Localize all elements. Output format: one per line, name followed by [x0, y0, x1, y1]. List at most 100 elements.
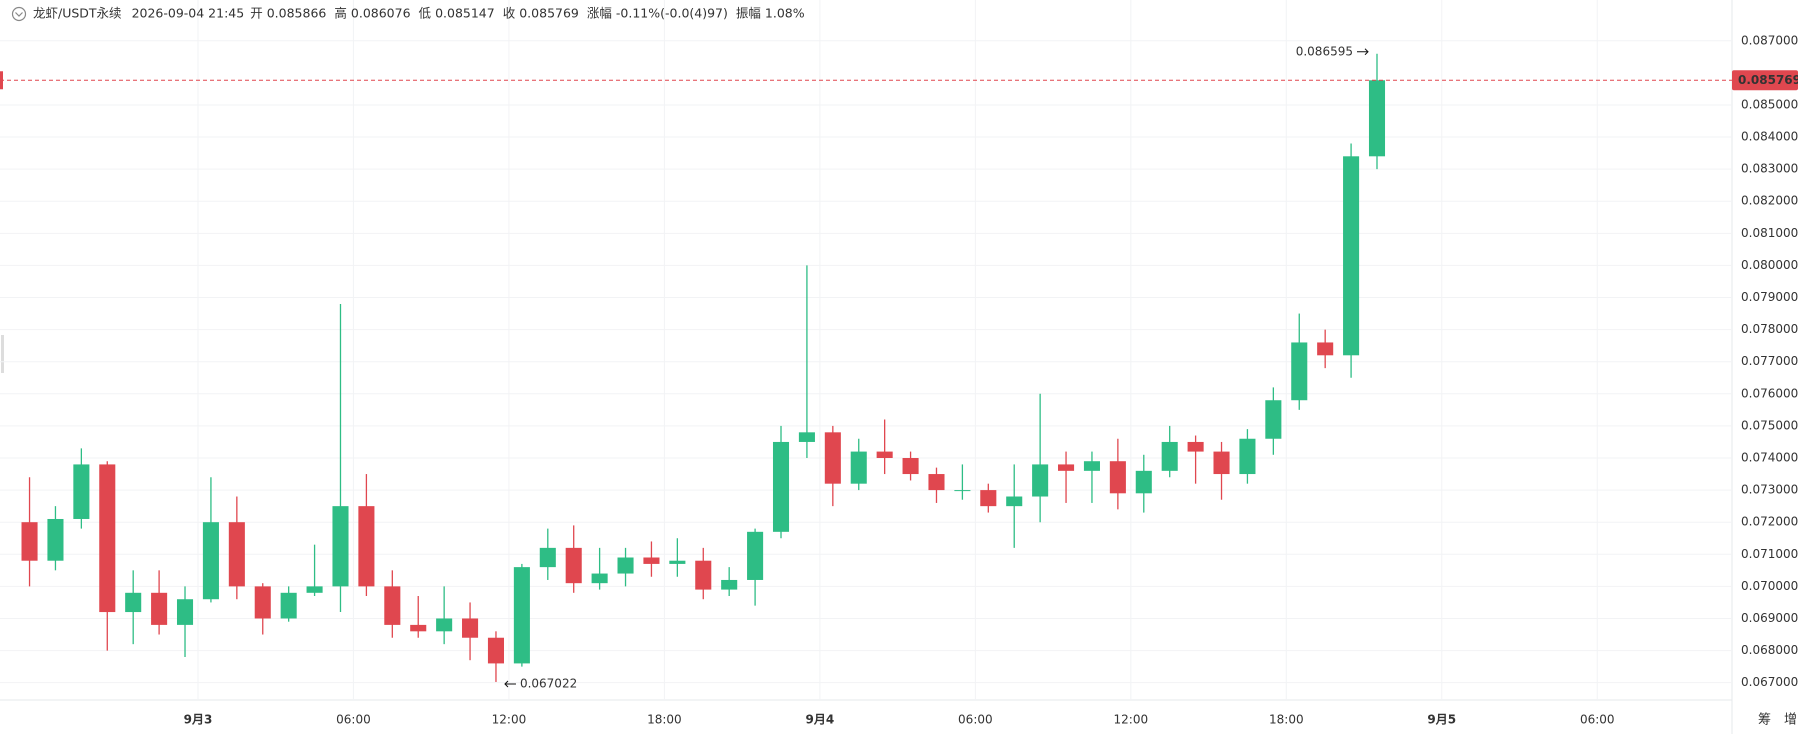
candle-body	[669, 560, 686, 564]
header-value: 0.085769	[519, 6, 579, 21]
header-label: 振幅	[736, 6, 761, 21]
candle-body	[1265, 400, 1282, 439]
corner-button[interactable]: 筹	[1758, 712, 1771, 728]
y-tick-label: 0.078000	[1741, 322, 1798, 336]
candle-body	[487, 637, 505, 664]
candle-body	[21, 522, 38, 561]
header-label: 低	[419, 6, 432, 21]
candle-body	[721, 579, 738, 590]
x-tick-label: 9月4	[806, 713, 835, 727]
candle-body	[73, 464, 90, 519]
x-tick-label: 9月3	[184, 713, 213, 727]
header-label: 高	[334, 6, 347, 21]
x-tick-label: 06:00	[958, 713, 993, 727]
candle-body	[280, 592, 297, 619]
candle-body	[1083, 461, 1100, 471]
scroll-handle[interactable]	[1, 335, 4, 373]
last-price-marker	[0, 71, 3, 90]
candle-body	[1058, 464, 1075, 471]
header-value: 0.086076	[351, 6, 411, 21]
candle-body	[824, 432, 841, 484]
high-marker-label: 0.086595	[1296, 44, 1353, 58]
candle-body	[1109, 461, 1126, 494]
y-tick-label: 0.070000	[1741, 579, 1798, 593]
candle-body	[47, 518, 64, 561]
candle-body	[151, 592, 168, 625]
candle-body	[358, 506, 375, 587]
collapse-icon-chevron	[15, 12, 23, 17]
candle-body	[1291, 342, 1308, 401]
y-tick-label: 0.076000	[1741, 386, 1798, 400]
header-time: 2026-09-04 21:45	[132, 6, 245, 21]
candle-body	[1135, 470, 1152, 494]
x-tick-label: 12:00	[1114, 713, 1149, 727]
candle-body	[591, 573, 608, 584]
candle-body	[1368, 80, 1386, 157]
candle-body	[1317, 342, 1334, 356]
symbol: 龙虾/USDT永续	[33, 6, 122, 21]
last-price-box	[1732, 70, 1798, 91]
candle-body	[1239, 438, 1256, 475]
candle-body	[617, 557, 634, 574]
candle-body	[332, 506, 349, 587]
y-tick-label: 0.085000	[1741, 97, 1798, 111]
candle-body	[798, 432, 815, 442]
y-tick-label: 0.083000	[1741, 162, 1798, 176]
candle-body	[1187, 441, 1204, 452]
y-tick-label: 0.084000	[1741, 130, 1798, 144]
y-tick-label: 0.075000	[1741, 418, 1798, 432]
header-label: 涨幅	[587, 6, 612, 21]
candle-body	[954, 490, 971, 492]
candle-body	[928, 474, 945, 491]
y-tick-label: 0.087000	[1741, 33, 1798, 47]
candle-body	[99, 464, 116, 613]
x-tick-label: 06:00	[336, 713, 371, 727]
candle-body	[176, 599, 194, 625]
candle-body	[125, 592, 142, 613]
y-tick-label: 0.081000	[1741, 226, 1798, 240]
candle-body	[436, 618, 453, 632]
x-tick-label: 18:00	[1269, 713, 1304, 727]
candle-body	[1006, 496, 1023, 507]
candle-body	[565, 547, 582, 584]
collapse-icon[interactable]	[11, 6, 27, 22]
candle-body	[202, 522, 219, 600]
candle-body	[228, 522, 245, 587]
candle-body	[850, 451, 867, 484]
y-tick-label: 0.067000	[1741, 675, 1798, 689]
header-value: -0.11%(-0.0(4)97)	[616, 6, 728, 21]
candle-body	[384, 586, 401, 625]
candle-body	[747, 531, 764, 580]
header-value: 1.08%	[765, 6, 805, 21]
x-tick-label: 9月5	[1427, 713, 1456, 727]
candle-body	[410, 624, 427, 632]
y-tick-label: 0.073000	[1741, 483, 1798, 497]
candle-body	[1032, 464, 1049, 497]
candle-body	[980, 490, 997, 507]
candle-body	[513, 567, 530, 664]
y-tick-label: 0.077000	[1741, 354, 1798, 368]
candle-body	[902, 458, 919, 475]
candle-body	[1213, 451, 1230, 475]
x-tick-label: 18:00	[647, 713, 682, 727]
candle-body	[1343, 156, 1360, 356]
y-tick-label: 0.069000	[1741, 611, 1798, 625]
last-price-label: 0.085769	[1738, 73, 1798, 87]
y-tick-label: 0.082000	[1741, 194, 1798, 208]
y-tick-label: 0.074000	[1741, 451, 1798, 465]
low-marker-label: 0.067022	[520, 676, 577, 690]
candle-body	[539, 547, 556, 568]
high-marker-arrow	[1357, 48, 1369, 56]
header-value: 0.085866	[267, 6, 327, 21]
corner-button[interactable]: 增	[1784, 713, 1797, 728]
header-value: 0.085147	[435, 6, 495, 21]
y-tick-label: 0.080000	[1741, 258, 1798, 272]
y-tick-label: 0.079000	[1741, 290, 1798, 304]
low-marker-arrow	[504, 680, 516, 688]
header-label: 收	[503, 6, 516, 21]
x-tick-label: 12:00	[492, 713, 527, 727]
x-tick-label: 06:00	[1580, 713, 1615, 727]
candle-body	[1161, 441, 1178, 471]
